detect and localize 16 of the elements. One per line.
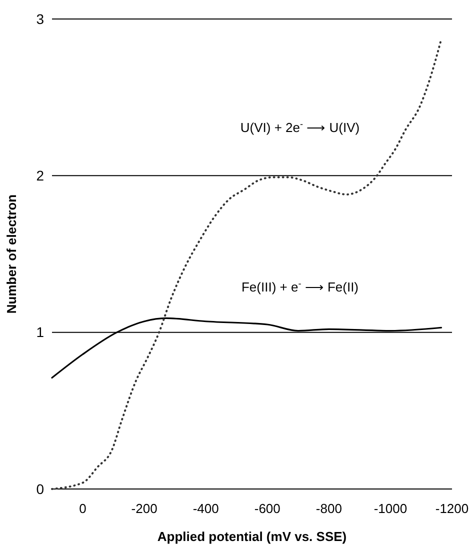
line-series — [51, 38, 442, 490]
x-tick-label: -200 — [131, 501, 158, 516]
y-tick-label: 1 — [36, 324, 44, 340]
x-tick-label: 0 — [79, 501, 86, 516]
y-tick-label: 0 — [36, 480, 44, 497]
x-tick-label: -600 — [254, 501, 280, 516]
y-axis-title: Number of electron — [4, 194, 19, 314]
x-axis-title: Applied potential (mV vs. SSE) — [157, 529, 347, 544]
y-tick-label: 2 — [36, 168, 44, 184]
x-tick-label: -400 — [192, 501, 219, 516]
annotation: Fe(III) + e$^{-}$ ⟶ Fe(II) — [241, 278, 359, 295]
annotation: U(VI) + 2e$^{-}$ ⟶ U(IV) — [240, 118, 360, 135]
x-tick-label: -800 — [316, 501, 342, 516]
x-tick-label: -1000 — [374, 501, 408, 516]
y-tick-label: 3 — [36, 10, 44, 27]
x-tick-label: -1200 — [435, 501, 469, 516]
